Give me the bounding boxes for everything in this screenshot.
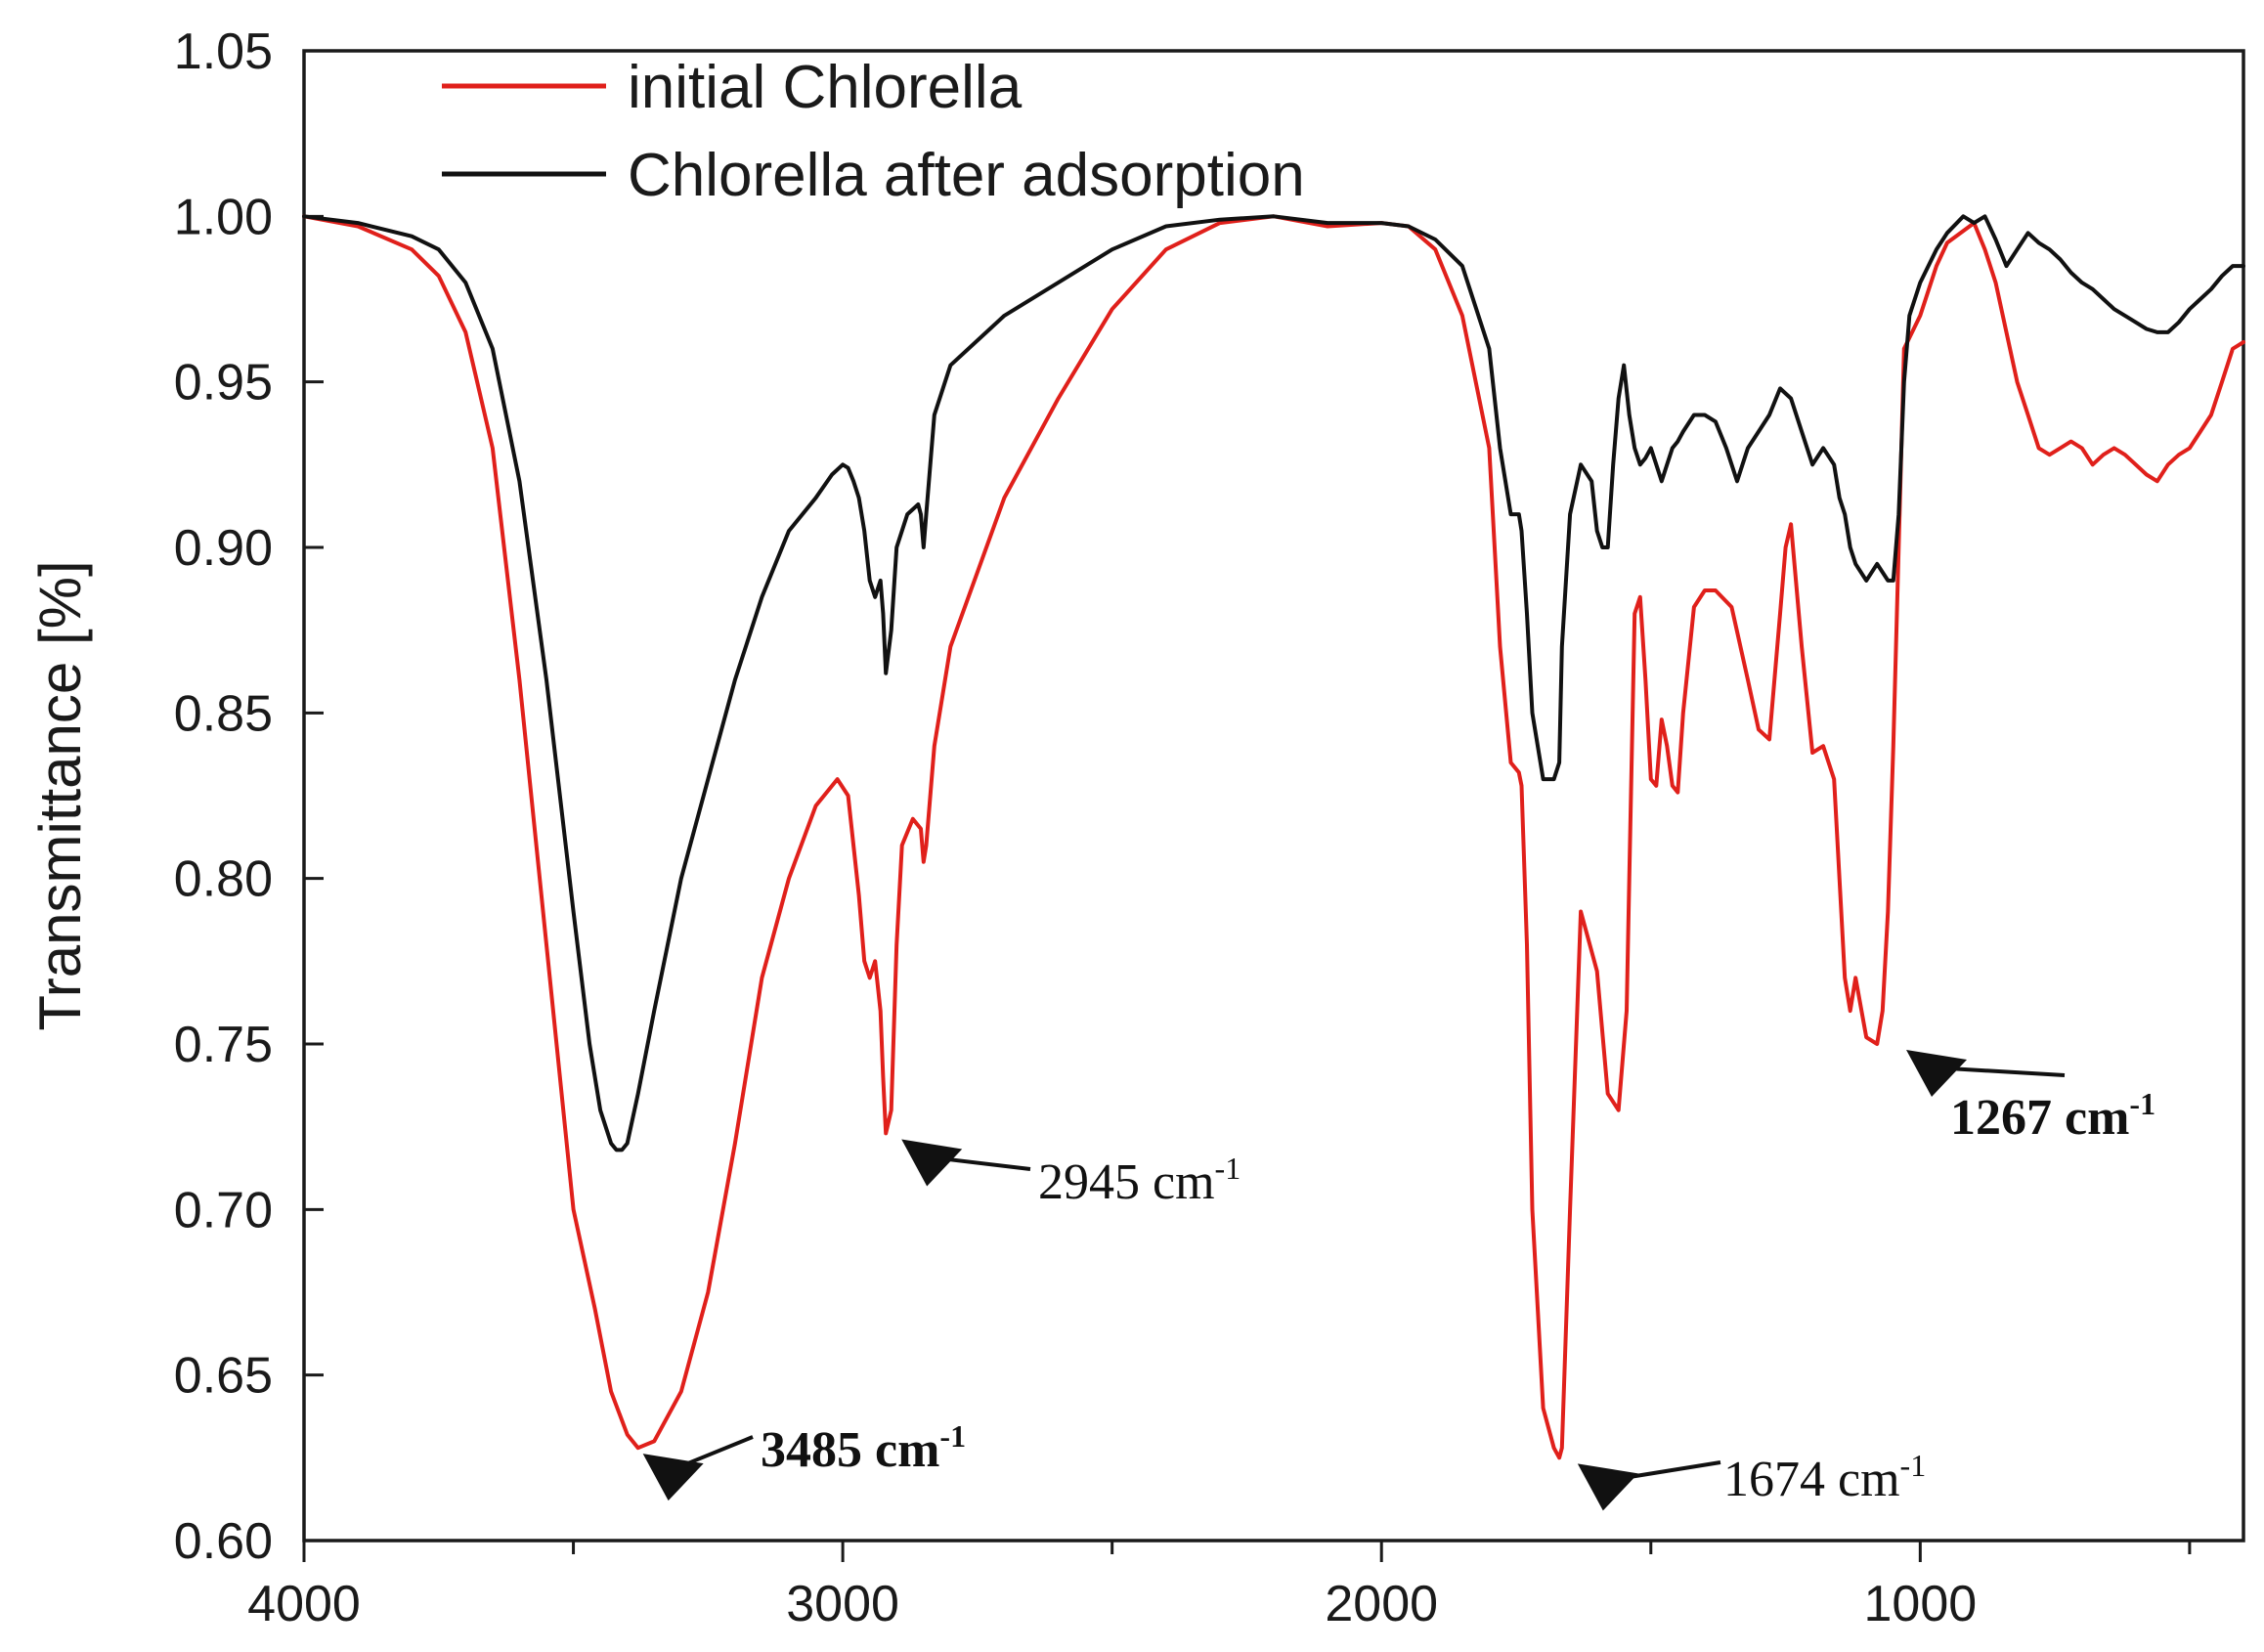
annotation-value: 2945 cm (1038, 1154, 1215, 1210)
series-line-initial-chlorella (302, 214, 2245, 1460)
legend-label: Chlorella after adsorption (628, 142, 1305, 209)
y-axis-title: Transmittance [%] (27, 560, 93, 1030)
y-tick-label: 0.75 (174, 1017, 273, 1073)
series-line-chlorella-after-adsorption (302, 214, 2245, 1152)
x-tick-label: 2000 (1325, 1576, 1438, 1632)
annotation-superscript: -1 (1900, 1448, 1927, 1483)
annotation-superscript: -1 (2129, 1086, 2155, 1121)
series-layer (302, 214, 2245, 1460)
y-tick-label: 0.95 (174, 355, 273, 412)
x-tick-label: 3000 (786, 1576, 899, 1632)
y-tick-label: 0.90 (174, 520, 273, 577)
y-axis-ticks: 0.60 0.65 0.70 0.75 0.80 0.85 0.90 0.95 1.00 1.05 (174, 23, 324, 1570)
annotation-arrowhead (901, 1139, 963, 1187)
x-tick-label: 4000 (247, 1576, 361, 1632)
y-tick-label: 1.05 (174, 23, 273, 80)
annotation-arrowhead (1577, 1463, 1638, 1511)
annotation-value: 1267 cm (1950, 1090, 2129, 1146)
y-tick-label: 0.80 (174, 851, 273, 908)
annotation-arrowhead (642, 1454, 704, 1501)
annotation-label: 3485 cm-1 (761, 1418, 966, 1478)
y-tick-label: 0.65 (174, 1348, 273, 1405)
legend-label: initial Chlorella (628, 54, 1023, 121)
y-tick-label: 1.00 (174, 189, 273, 245)
plot-frame (302, 49, 2245, 1543)
annotation-value: 1674 cm (1723, 1452, 1900, 1507)
annotation-arrowhead (1906, 1050, 1968, 1097)
x-axis-ticks: 4000 3000 2000 1000 (247, 1541, 2192, 1632)
annotation-superscript: -1 (1215, 1151, 1241, 1186)
y-tick-label: 0.85 (174, 685, 273, 742)
annotation-label: 2945 cm-1 (1038, 1151, 1241, 1210)
y-tick-label: 0.70 (174, 1182, 273, 1239)
x-tick-label: 1000 (1863, 1576, 1977, 1632)
y-tick-label: 0.60 (174, 1513, 273, 1570)
annotation-value: 3485 cm (761, 1422, 939, 1478)
annotation-label: 1267 cm-1 (1950, 1086, 2155, 1146)
legend: initial Chlorella Chlorella after adsorpt… (442, 54, 1305, 209)
annotation-superscript: -1 (939, 1418, 966, 1454)
annotation-label: 1674 cm-1 (1723, 1448, 1926, 1507)
